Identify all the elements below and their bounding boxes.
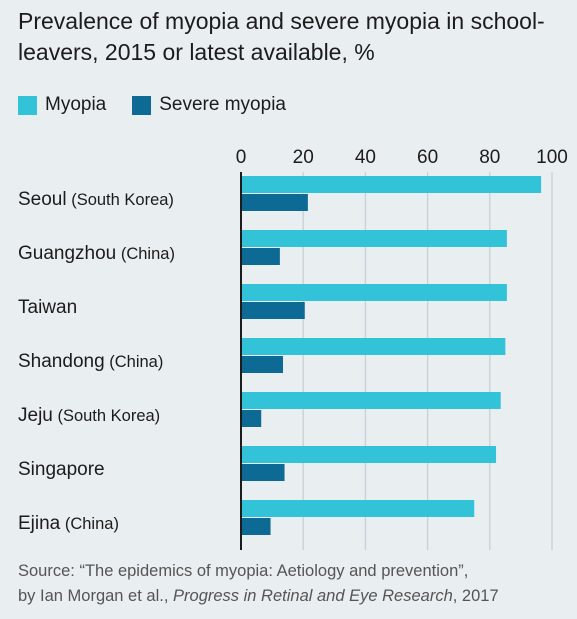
- category-label-seoul-south-korea: Seoul (South Korea): [18, 189, 174, 210]
- bar-myopia-ejina-china: [241, 500, 475, 517]
- legend: Myopia Severe myopia: [18, 94, 312, 116]
- bar-severe-myopia-jeju-south-korea: [241, 410, 262, 427]
- x-tick-label-20: 20: [293, 147, 314, 168]
- bar-myopia-jeju-south-korea: [241, 392, 501, 409]
- category-label-shandong-china: Shandong (China): [18, 351, 163, 372]
- bar-myopia-seoul-south-korea: [241, 176, 542, 193]
- legend-swatch-myopia: [18, 95, 37, 115]
- source-authors: by Ian Morgan et al.,: [18, 587, 174, 605]
- source-journal: Progress in Retinal and Eye Research: [173, 587, 453, 605]
- legend-item-severe-myopia: Severe myopia: [132, 94, 286, 116]
- x-tick-label-100: 100: [536, 147, 568, 168]
- source-year: , 2017: [452, 587, 499, 605]
- chart-title: Prevalence of myopia and severe myopia i…: [18, 8, 545, 65]
- category-label-singapore: Singapore: [18, 459, 105, 480]
- x-tick-label-80: 80: [479, 147, 500, 168]
- category-label-ejina-china: Ejina (China): [18, 513, 119, 534]
- category-label-guangzhou-china: Guangzhou (China): [18, 243, 175, 264]
- x-tick-label-40: 40: [355, 147, 376, 168]
- x-tick-label-60: 60: [417, 147, 438, 168]
- bar-severe-myopia-guangzhou-china: [241, 248, 280, 265]
- bar-severe-myopia-taiwan: [241, 302, 305, 319]
- bar-myopia-singapore: [241, 446, 497, 463]
- source-line-1: Source: “The epidemics of myopia: Aetiol…: [18, 562, 469, 580]
- bar-myopia-guangzhou-china: [241, 230, 507, 247]
- bar-severe-myopia-ejina-china: [241, 518, 271, 535]
- bar-severe-myopia-singapore: [241, 464, 285, 481]
- source-note: Source: “The epidemics of myopia: Aetiol…: [18, 559, 568, 609]
- legend-swatch-severe-myopia: [132, 95, 152, 115]
- bar-myopia-shandong-china: [241, 338, 506, 355]
- source-line-2: by Ian Morgan et al., Progress in Retina…: [18, 584, 568, 609]
- category-label-jeju-south-korea: Jeju (South Korea): [18, 405, 160, 426]
- legend-label-severe-myopia: Severe myopia: [159, 94, 286, 115]
- bar-severe-myopia-seoul-south-korea: [241, 194, 308, 211]
- legend-label-myopia: Myopia: [45, 94, 107, 115]
- x-tick-label-0: 0: [236, 147, 247, 168]
- bar-myopia-taiwan: [241, 284, 507, 301]
- category-label-taiwan: Taiwan: [18, 297, 77, 318]
- legend-item-myopia: Myopia: [18, 94, 106, 116]
- bar-severe-myopia-shandong-china: [241, 356, 283, 373]
